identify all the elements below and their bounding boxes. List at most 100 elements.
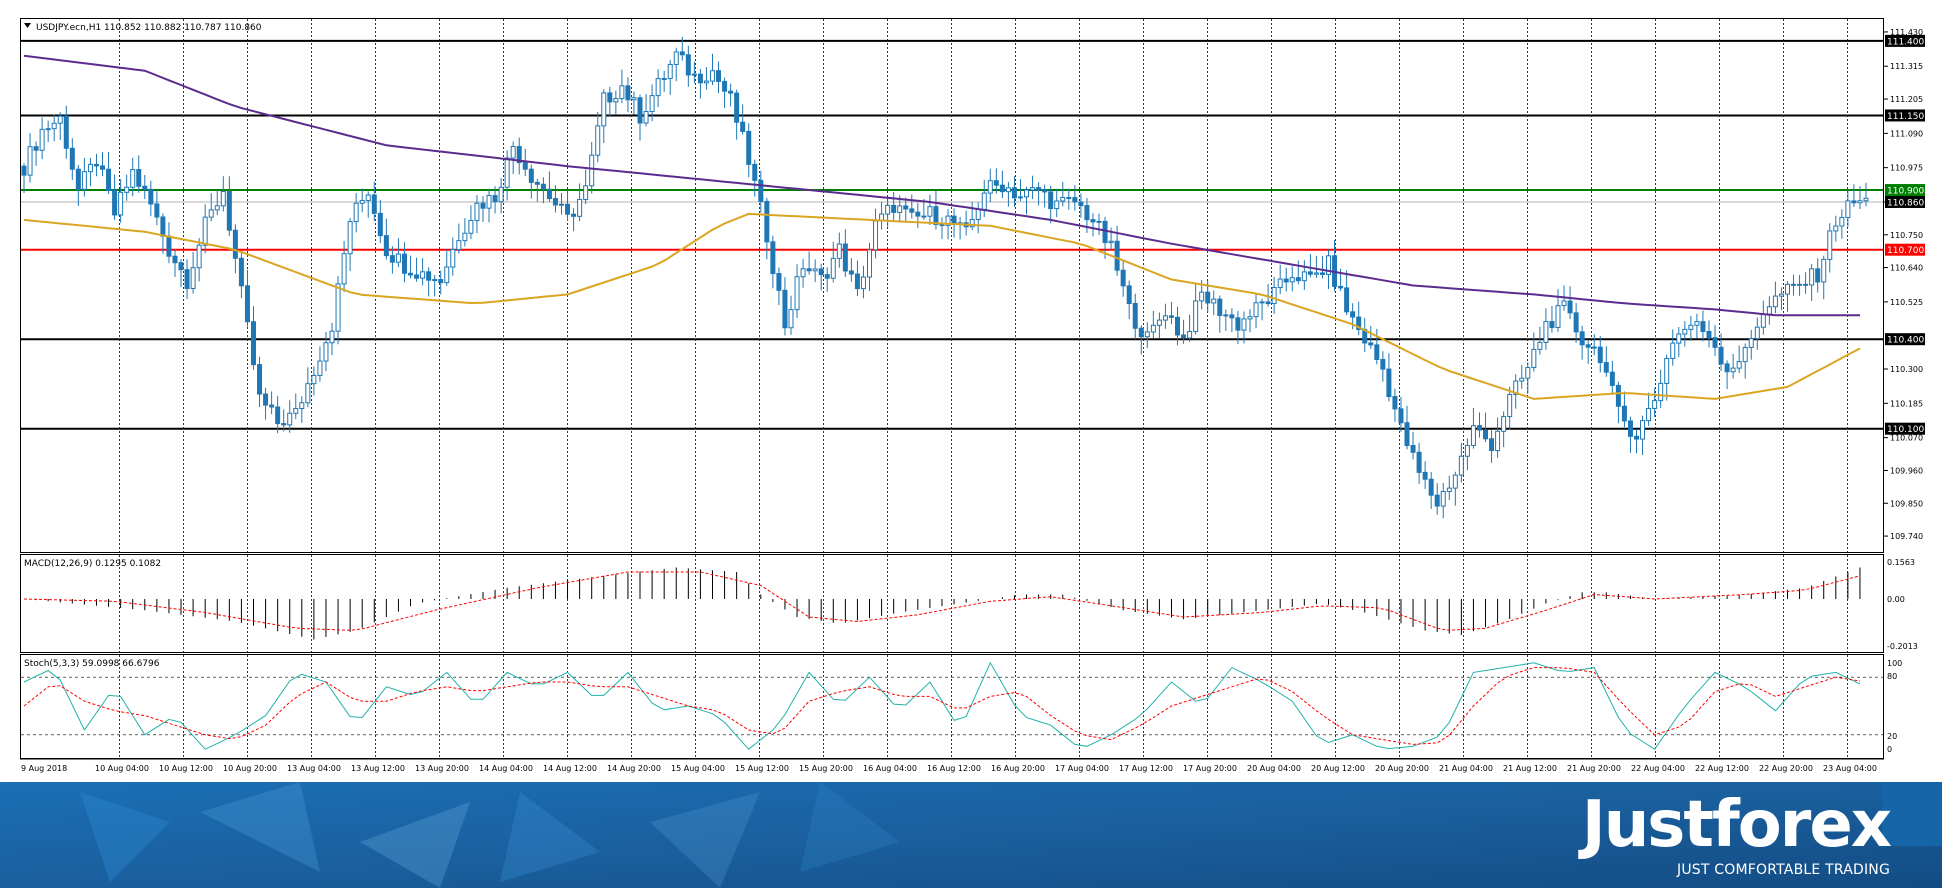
candle-body <box>595 125 601 156</box>
candle-body <box>559 203 565 206</box>
candle-body <box>643 111 649 124</box>
dropdown-triangle-icon[interactable] <box>24 23 31 28</box>
candle-body <box>275 406 281 425</box>
candle-body <box>323 342 329 362</box>
level-tag-label: 111.400 <box>1887 37 1924 47</box>
candle-body <box>637 97 643 124</box>
candle-body <box>63 115 69 149</box>
candle-body <box>1458 455 1464 476</box>
candle-body <box>528 168 534 183</box>
candle-body <box>1851 200 1857 204</box>
candle-body <box>1718 346 1724 365</box>
candle-body <box>1108 240 1114 244</box>
level-tag <box>1885 109 1925 122</box>
candle-body <box>1162 315 1168 321</box>
candle-body <box>1784 283 1790 295</box>
candle-body <box>1827 230 1833 260</box>
candle-body <box>486 195 492 209</box>
candle-body <box>329 330 335 344</box>
trading-chart[interactable]: 111.430 111.315 111.205 111.090 110.975 110.8… <box>0 0 1942 800</box>
macd-tick-bottom: -0.2013 <box>1887 642 1918 651</box>
candle-body <box>516 146 522 164</box>
candle-body <box>148 188 154 205</box>
candle-body <box>1585 344 1591 348</box>
candle-body <box>377 212 383 237</box>
candle-body <box>987 180 993 194</box>
candle-body <box>287 412 293 426</box>
candle-body <box>1084 205 1090 221</box>
candle-body <box>1338 285 1344 289</box>
candle-body <box>263 393 269 406</box>
candle-body <box>1313 272 1319 275</box>
candle-body <box>69 147 75 170</box>
candle-body <box>993 180 999 186</box>
candle-body <box>341 253 347 285</box>
candle-body <box>432 279 438 282</box>
candle-body <box>691 73 697 76</box>
candle-body <box>1096 220 1102 223</box>
candle-body <box>166 235 172 257</box>
candle-body <box>1555 305 1561 328</box>
candle-body <box>673 51 679 65</box>
candle-body <box>220 191 226 207</box>
candle-body <box>456 240 462 251</box>
candle-body <box>885 204 891 215</box>
candle-body <box>867 249 873 278</box>
candle-body <box>1120 269 1126 287</box>
candle-body <box>1567 300 1573 314</box>
candle-body <box>1277 278 1283 289</box>
price-tick-label: 110.300 <box>1890 365 1923 374</box>
candle-body <box>589 154 595 187</box>
candles <box>21 36 1869 519</box>
candle-body <box>703 80 709 84</box>
candle-body <box>1513 380 1519 395</box>
candle-body <box>679 51 685 56</box>
candle-body <box>504 157 510 188</box>
candle-body <box>1591 346 1597 349</box>
price-tick-label: 111.090 <box>1890 129 1923 138</box>
stoch-tick-100: 100 <box>1887 659 1902 668</box>
candle-body <box>232 229 238 259</box>
candle-body <box>1724 363 1730 373</box>
candle-body <box>1017 196 1023 199</box>
candle-body <box>722 80 728 92</box>
candle-body <box>854 273 860 290</box>
price-tick-label: 111.430 <box>1890 28 1923 37</box>
corner-accent <box>1882 782 1942 846</box>
candle-body <box>75 168 81 190</box>
candle-body <box>389 255 395 263</box>
candle-body <box>897 205 903 213</box>
candle-body <box>915 211 921 217</box>
time-label: 14 Aug 04:00 <box>479 764 533 773</box>
candle-body <box>522 162 528 170</box>
candle-body <box>1803 283 1809 286</box>
candle-body <box>981 192 987 210</box>
stoch-tick-20: 20 <box>1887 732 1897 741</box>
candle-body <box>1627 420 1633 437</box>
candle-body <box>190 267 196 289</box>
candle-body <box>540 183 546 190</box>
banner-background <box>0 782 1942 888</box>
level-tag <box>1885 333 1925 346</box>
candle-body <box>45 128 51 131</box>
candle-body <box>1416 451 1422 473</box>
candle-body <box>414 274 420 279</box>
candle-body <box>1392 396 1398 410</box>
candle-body <box>661 77 667 80</box>
candle-body <box>1283 278 1289 283</box>
candle-body <box>1024 189 1030 198</box>
candle-body <box>1797 283 1803 286</box>
candle-body <box>1217 298 1223 316</box>
candle-body <box>1199 291 1205 302</box>
candle-body <box>474 202 480 221</box>
candle-body <box>728 90 734 94</box>
price-tick-label: 110.975 <box>1890 164 1923 173</box>
symbol-info: USDJPY.ecn,H1 110.852 110.882 110.787 11… <box>36 23 262 33</box>
candle-body <box>734 92 740 123</box>
candle-body <box>426 271 432 281</box>
candle-body <box>1307 271 1313 275</box>
candle-body <box>1060 196 1066 202</box>
candle-body <box>939 224 945 227</box>
macd-tick-top: 0.1563 <box>1887 558 1915 567</box>
candle-body <box>1144 331 1150 338</box>
